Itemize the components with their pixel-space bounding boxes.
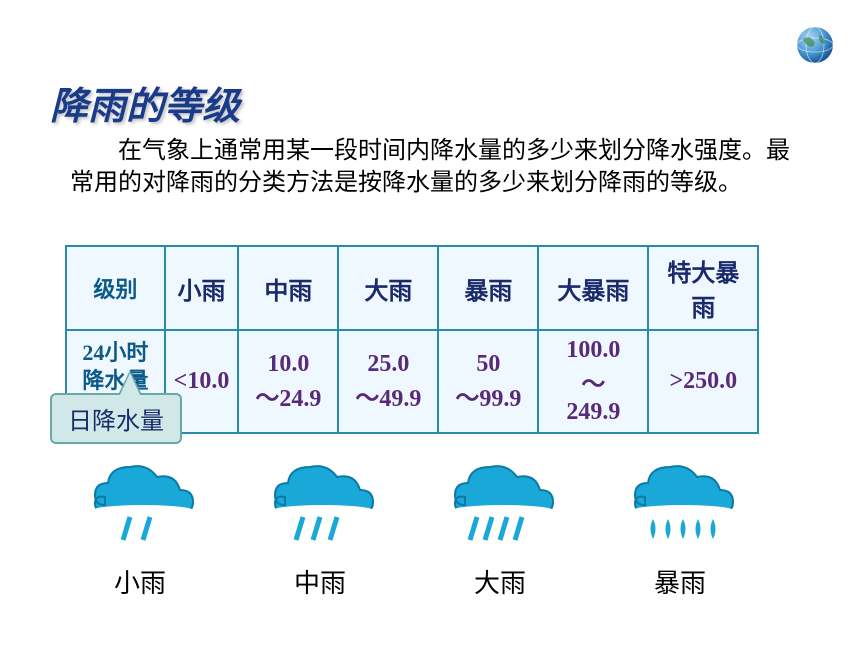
cloud-rain-icon [75,455,205,555]
col-header: 大暴雨 [538,246,648,330]
cloud-rain-icon [615,455,745,555]
row1-header: 级别 [66,246,165,330]
table-header-row: 级别 小雨 中雨 大雨 暴雨 大暴雨 特大暴雨 [66,246,758,330]
col-header: 大雨 [338,246,438,330]
callout-pointer [120,373,140,395]
page-title: 降雨的等级 [50,75,240,130]
col-header: 暴雨 [438,246,538,330]
icon-label: 暴雨 [654,563,706,600]
globe-icon [795,25,835,65]
body-paragraph: 在气象上通常用某一段时间内降水量的多少来划分降水强度。最常用的对降雨的分类方法是… [70,135,790,200]
table-cell: 100.0 ～ 249.9 [538,330,648,433]
icon-label: 大雨 [474,563,526,600]
table-cell: 25.0 ～49.9 [338,330,438,433]
icon-light-rain: 小雨 [60,455,220,600]
table-cell: 10.0 ～24.9 [238,330,338,433]
weather-icons-row: 小雨 中雨 大雨 暴雨 [60,455,760,600]
cloud-rain-icon [255,455,385,555]
cloud-rain-icon [435,455,565,555]
col-header: 特大暴雨 [648,246,758,330]
table-cell: >250.0 [648,330,758,433]
callout-daily-precipitation: 日降水量 [50,393,182,444]
icon-moderate-rain: 中雨 [240,455,400,600]
icon-heavy-rain: 大雨 [420,455,580,600]
icon-storm-rain: 暴雨 [600,455,760,600]
icon-label: 中雨 [294,563,346,600]
icon-label: 小雨 [114,563,166,600]
col-header: 中雨 [238,246,338,330]
table-cell: 50 ～99.9 [438,330,538,433]
col-header: 小雨 [165,246,239,330]
